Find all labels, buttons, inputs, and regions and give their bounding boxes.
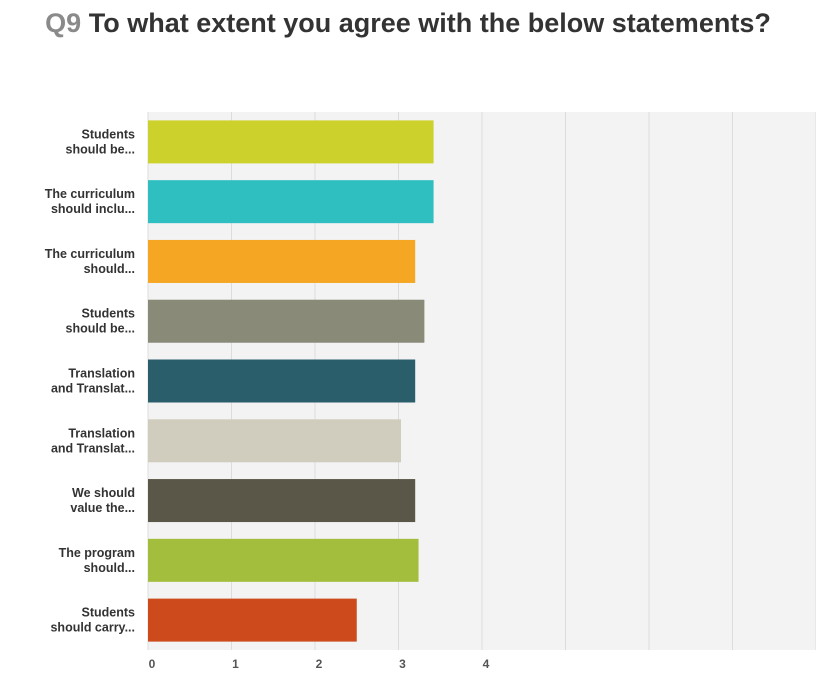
category-label: We should value the... <box>70 486 135 515</box>
category-label: The curriculum should... <box>45 247 135 276</box>
category-label: Students should carry... <box>50 606 135 635</box>
bar <box>148 239 416 283</box>
x-tick-label: 0 <box>149 657 156 671</box>
bar <box>148 120 434 164</box>
bars <box>148 120 434 642</box>
x-tick-label: 1 <box>232 657 239 671</box>
category-label: The program should... <box>59 546 135 575</box>
category-labels: Students should be... The curriculum should… <box>45 127 135 634</box>
category-label: The curriculum should inclu... <box>45 187 135 216</box>
bar <box>148 359 416 403</box>
x-tick-label: 3 <box>399 657 406 671</box>
x-axis-ticks: 0 1 2 3 4 <box>149 657 490 671</box>
category-label: Students should be... <box>66 307 135 336</box>
category-label: Translation and Translat... <box>51 367 135 396</box>
x-tick-label: 4 <box>483 657 490 671</box>
x-tick-label: 2 <box>316 657 323 671</box>
category-label: Students should be... <box>66 127 135 156</box>
category-label: Translation and Translat... <box>51 426 135 455</box>
question-number: Q9 <box>45 8 82 38</box>
bar <box>148 538 419 582</box>
bar <box>148 180 434 224</box>
bar <box>148 479 416 523</box>
question-text: To what extent you agree with the below … <box>88 8 771 38</box>
bar <box>148 598 357 642</box>
chart-title: Q9 To what extent you agree with the bel… <box>0 8 816 38</box>
bar <box>148 419 402 463</box>
bar <box>148 299 425 343</box>
